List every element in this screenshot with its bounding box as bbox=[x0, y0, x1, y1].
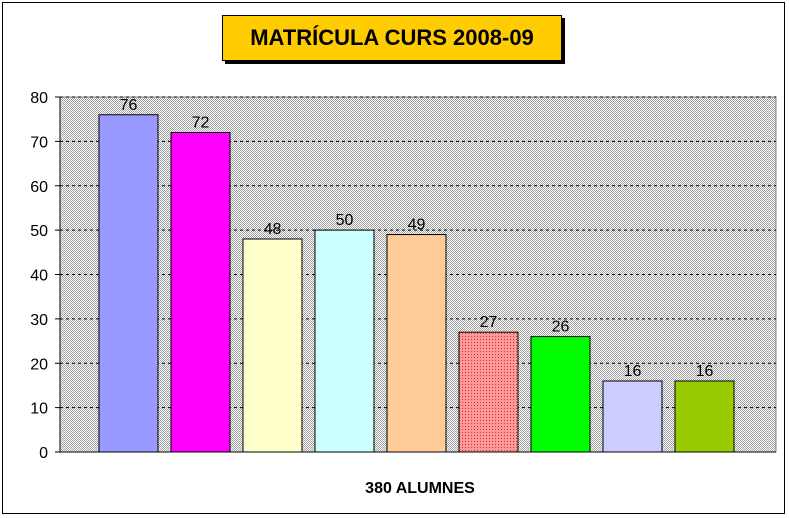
bar bbox=[602, 380, 663, 453]
data-label: 27 bbox=[480, 314, 498, 331]
bar bbox=[170, 132, 231, 453]
y-tick-label: 50 bbox=[30, 223, 48, 240]
bar bbox=[458, 331, 519, 453]
bar bbox=[98, 114, 159, 453]
bar bbox=[530, 336, 591, 453]
y-tick-label: 0 bbox=[39, 445, 48, 462]
y-tick-label: 80 bbox=[30, 90, 48, 107]
data-label: 26 bbox=[552, 319, 570, 336]
bar bbox=[386, 234, 447, 453]
y-tick-label: 20 bbox=[30, 356, 48, 373]
bar bbox=[674, 380, 735, 453]
y-tick-label: 10 bbox=[30, 401, 48, 418]
x-axis-label: 380 ALUMNES bbox=[365, 480, 475, 497]
y-tick-label: 40 bbox=[30, 268, 48, 285]
y-tick-label: 60 bbox=[30, 179, 48, 196]
data-label: 50 bbox=[336, 212, 354, 229]
bars bbox=[98, 114, 735, 453]
data-label: 16 bbox=[624, 363, 642, 380]
data-label: 49 bbox=[408, 217, 426, 234]
y-tick-label: 30 bbox=[30, 312, 48, 329]
data-labels: 76 72 48 50 49 27 26 16 16 bbox=[120, 97, 714, 380]
bar bbox=[314, 229, 375, 453]
data-label: 48 bbox=[264, 221, 282, 238]
y-axis: 0 10 20 30 40 50 60 70 80 bbox=[30, 90, 776, 462]
y-tick-label: 70 bbox=[30, 134, 48, 151]
bar bbox=[242, 238, 303, 453]
data-label: 76 bbox=[120, 97, 138, 114]
data-label: 16 bbox=[696, 363, 714, 380]
data-label: 72 bbox=[192, 115, 210, 132]
chart-title: MATRÍCULA CURS 2008-09 bbox=[222, 15, 562, 61]
